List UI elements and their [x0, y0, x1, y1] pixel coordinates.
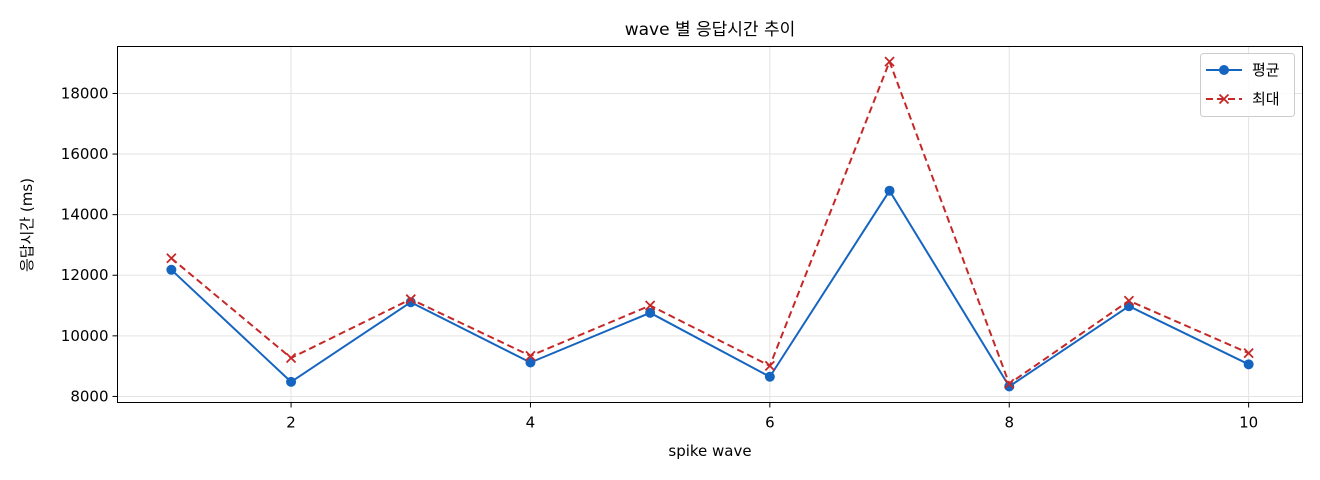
- data-point: [1243, 359, 1254, 370]
- chart-title: wave 별 응답시간 추이: [625, 20, 796, 40]
- data-point: [645, 300, 656, 311]
- series-1: [166, 185, 1254, 392]
- data-point: [1243, 347, 1254, 359]
- y-axis: 8000 10000 12000 14000 16000 18000: [61, 84, 118, 405]
- series-line: [170, 60, 1250, 385]
- grid: [117, 46, 1303, 403]
- legend-box: [1200, 53, 1295, 117]
- legend-item: 최대: [1206, 90, 1280, 108]
- data-point: [764, 371, 775, 382]
- legend-marker: [1218, 93, 1230, 105]
- x-tick-label: 2: [286, 414, 296, 432]
- legend-label: 평균: [1252, 61, 1280, 79]
- x-tick-label: 10: [1239, 414, 1258, 432]
- legend-item: 평균: [1206, 61, 1280, 79]
- series-line: [170, 189, 1250, 388]
- data-point: [286, 376, 297, 387]
- y-tick-label: 18000: [61, 84, 109, 102]
- data-point: [1004, 381, 1015, 392]
- data-point: [884, 56, 895, 67]
- data-point: [166, 264, 177, 275]
- data-point: [525, 350, 536, 361]
- data-point: [166, 253, 177, 264]
- data-point: [764, 360, 775, 371]
- x-axis-label: spike wave: [668, 442, 751, 460]
- legend-label: 최대: [1252, 90, 1280, 108]
- x-axis: 2 4 6 8 10: [286, 402, 1258, 432]
- x-tick-label: 8: [1004, 414, 1014, 432]
- data-point: [285, 352, 297, 364]
- series-layer: [166, 56, 1254, 392]
- data-point: [525, 357, 536, 368]
- y-tick-label: 12000: [61, 266, 109, 284]
- y-axis-label: 응답시간 (ms): [18, 178, 36, 272]
- legend-marker: [1219, 65, 1229, 75]
- data-point: [405, 294, 416, 305]
- y-tick-label: 16000: [61, 145, 109, 163]
- data-point: [1004, 378, 1015, 389]
- x-tick-label: 4: [526, 414, 536, 432]
- x-tick-label: 6: [765, 414, 775, 432]
- series-2: [166, 56, 1254, 389]
- y-tick-label: 8000: [70, 387, 108, 405]
- data-point: [1123, 295, 1135, 306]
- data-point: [884, 185, 895, 196]
- data-point: [645, 307, 656, 318]
- plot-frame: [117, 46, 1303, 403]
- y-tick-label: 14000: [61, 206, 109, 224]
- y-tick-label: 10000: [61, 327, 109, 345]
